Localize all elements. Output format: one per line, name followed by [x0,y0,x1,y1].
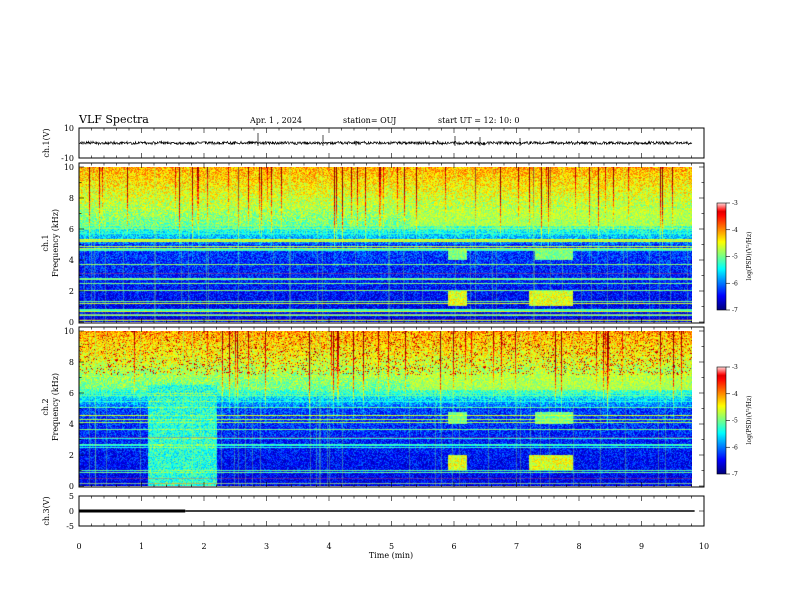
ch3-panel: 5 0 -5 ch.3(V) 0 1 2 3 4 5 6 7 8 9 10 Time (min) [42,492,709,560]
spectrogram-ytick-label: 10 [64,163,74,172]
x-tick-label: 5 [389,542,394,551]
colorbar-tick-label: -4 [732,391,738,398]
spectrogram-ytick-label: 2 [69,287,74,296]
x-tick-label: 3 [264,542,269,551]
ch2-colorbar [717,367,726,474]
colorbar-tick-label: -3 [732,200,738,207]
colorbar-tick-label: -6 [732,444,738,451]
ch1-spectrogram-channel-label: ch.1 [41,234,50,251]
x-tick-label: 10 [699,542,709,551]
station-label: station= OUJ [343,116,396,125]
colorbar-tick-label: -7 [732,471,738,478]
spectrogram-ytick-label: 6 [69,389,74,398]
x-tick-label: 4 [326,542,331,551]
ch1-waveform-panel: 10 -10 ch.1(V) [42,124,705,163]
ch1-ytick-top: 10 [64,124,74,133]
colorbar-tick-label: -5 [732,418,738,425]
x-tick-label: 0 [76,542,81,551]
ch2-spectrogram-channel-label: ch.2 [41,398,50,415]
spectrogram-ytick-label: 4 [69,420,74,429]
colorbar-tick-label: -3 [732,364,738,371]
ch3-ytick-bottom: -5 [66,522,74,531]
date-label: Apr. 1 , 2024 [249,116,302,125]
colorbar-tick-label: -4 [732,227,738,234]
colorbar-tick-label: -7 [732,307,738,314]
x-tick-label: 9 [639,542,644,551]
colorbar-tick-label: -5 [732,254,738,261]
ch1-ylabel: ch.1(V) [42,128,51,157]
ch3-ytick-mid: 0 [69,507,74,516]
x-axis-label: Time (min) [369,551,413,560]
start-time-label: start UT = 12: 10: 0 [438,116,519,125]
spectrogram-ytick-label: 8 [69,194,74,203]
x-tick-label: 2 [201,542,206,551]
ch1-spectrogram-image [79,167,692,322]
spectrogram-ytick-label: 2 [69,451,74,460]
spectrogram-ytick-label: 4 [69,256,74,265]
x-tick-label: 6 [451,542,456,551]
ch2-colorbar-label: log(PSD)(V²/Hz) [746,396,753,445]
ch1-colorbar [717,203,726,310]
figure-title: VLF Spectra [78,113,149,126]
spectrogram-ytick-label: 8 [69,358,74,367]
ch3-ylabel: ch.3(V) [42,496,51,525]
ch1-ytick-bottom: -10 [61,154,74,163]
spectrogram-ytick-label: 0 [69,318,74,327]
ch3-ytick-top: 5 [69,492,74,501]
x-tick-label: 7 [514,542,519,551]
colorbar-tick-label: -6 [732,280,738,287]
ch2-spectrogram-ylabel: Frequency (kHz) [51,373,60,441]
ch1-spectrogram-ylabel: Frequency (kHz) [51,209,60,277]
ch2-spectrogram-image [79,331,692,486]
ch1-colorbar-label: log(PSD)(V²/Hz) [746,232,753,281]
spectrogram-ytick-label: 10 [64,327,74,336]
x-tick-label: 8 [576,542,581,551]
x-tick-label: 1 [139,542,144,551]
spectrogram-ytick-label: 6 [69,225,74,234]
ch1-waveform-line [78,133,693,146]
spectrogram-ytick-label: 0 [69,482,74,491]
